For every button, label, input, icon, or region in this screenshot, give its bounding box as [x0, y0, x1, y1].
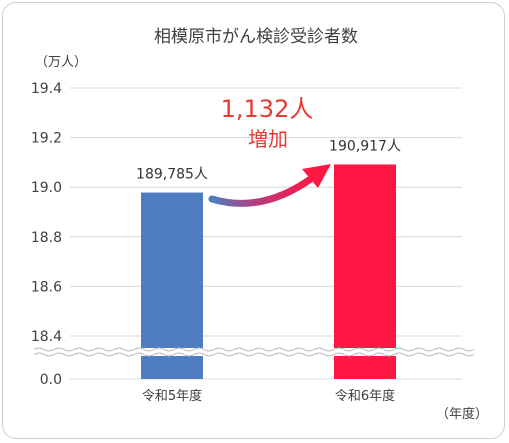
- x-tick-label: 令和6年度: [335, 388, 395, 404]
- y-tick-label: 18.4: [31, 329, 62, 345]
- increase-label: 増加: [248, 127, 288, 151]
- y-tick-label: 0.0: [40, 372, 62, 388]
- increase-arrow: [208, 174, 316, 207]
- bar: [334, 164, 396, 379]
- y-tick-label: 19.4: [31, 81, 62, 97]
- y-tick-label: 19.0: [31, 180, 62, 196]
- y-tick-label: 18.8: [31, 230, 62, 246]
- increase-amount: 1,132人: [221, 95, 314, 123]
- y-tick-label: 19.2: [31, 131, 62, 147]
- y-axis-unit: （万人）: [35, 55, 87, 70]
- increase-arrow-head: [302, 164, 331, 188]
- bar-value-label: 190,917人: [329, 138, 401, 154]
- chart-title: 相模原市がん検診受診者数: [154, 27, 358, 47]
- axis-break-gap: [34, 348, 462, 356]
- chart-card: [2, 2, 505, 439]
- axis-break-wave: [33, 347, 475, 352]
- y-tick-label: 18.6: [31, 279, 62, 295]
- x-tick-label: 令和5年度: [142, 388, 202, 404]
- x-axis-unit: （年度）: [436, 406, 488, 422]
- axis-break-wave: [33, 352, 475, 357]
- bar-value-label: 189,785人: [136, 167, 208, 183]
- bar: [141, 192, 203, 379]
